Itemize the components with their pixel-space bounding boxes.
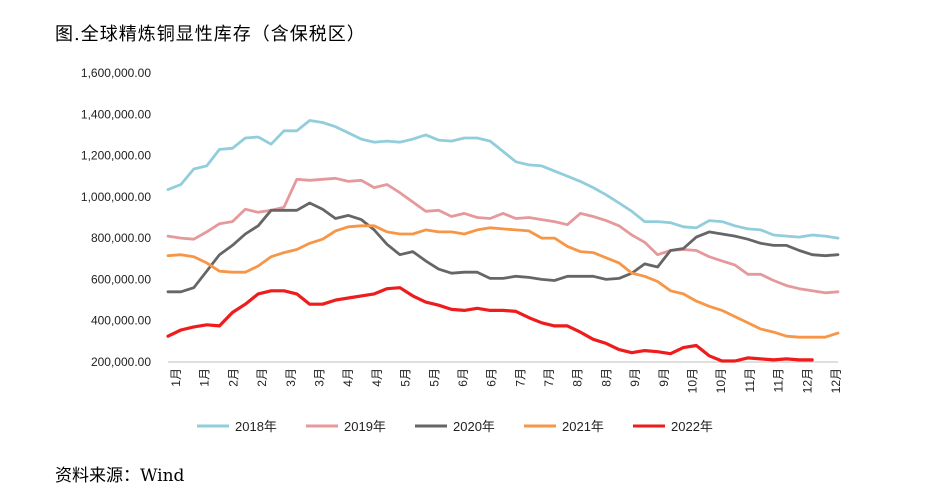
series-line-1 xyxy=(166,119,840,240)
x-tick-label: 4月 xyxy=(370,368,384,387)
y-tick-label: 1,000,000.00 xyxy=(81,190,151,204)
x-tick-label: 12月 xyxy=(829,368,843,393)
x-tick-label: 10月 xyxy=(686,368,700,393)
x-tick-label: 9月 xyxy=(628,368,642,387)
x-tick-label: 3月 xyxy=(312,368,326,387)
x-tick-label: 6月 xyxy=(485,368,499,387)
x-tick-label: 2月 xyxy=(226,368,240,387)
series-lines xyxy=(166,119,840,363)
x-tick-label: 4月 xyxy=(341,368,355,387)
series-line-3 xyxy=(166,201,840,294)
x-tick-label: 11月 xyxy=(772,368,786,392)
x-tick-label: 5月 xyxy=(399,368,413,387)
x-tick-label: 6月 xyxy=(456,368,470,387)
x-tick-label: 8月 xyxy=(599,368,613,387)
legend-label: 2021年 xyxy=(562,419,604,434)
x-tick-label: 12月 xyxy=(800,368,814,393)
x-tick-label: 11月 xyxy=(743,368,757,392)
x-tick-label: 2月 xyxy=(255,368,269,387)
legend: 2018年 2019年 2020年 2021年 2022年 xyxy=(197,419,713,434)
x-tick-label: 1月 xyxy=(198,368,212,387)
y-tick-label: 1,400,000.00 xyxy=(81,107,151,121)
x-tick-label: 10月 xyxy=(714,368,728,393)
x-tick-label: 9月 xyxy=(657,368,671,387)
x-tick-label: 3月 xyxy=(284,368,298,387)
y-tick-label: 400,000.00 xyxy=(91,314,151,328)
y-tick-label: 800,000.00 xyxy=(91,231,151,245)
chart-title: 图.全球精炼铜显性库存（含保税区） xyxy=(55,24,366,45)
source-note: 资料来源：Wind xyxy=(55,466,185,486)
y-tick-label: 200,000.00 xyxy=(91,355,151,369)
series-line-4 xyxy=(166,224,840,339)
x-tick-label: 7月 xyxy=(513,368,527,387)
y-tick-label: 1,600,000.00 xyxy=(81,66,151,80)
legend-label: 2018年 xyxy=(235,419,277,434)
x-tick-label: 1月 xyxy=(169,368,183,387)
series-line-5 xyxy=(166,286,814,363)
y-axis: 1,600,000.00 1,400,000.00 1,200,000.00 1,00… xyxy=(81,66,151,369)
y-tick-label: 1,200,000.00 xyxy=(81,149,151,163)
x-tick-label: 7月 xyxy=(542,368,556,387)
legend-label: 2020年 xyxy=(453,419,495,434)
legend-label: 2022年 xyxy=(671,419,713,434)
x-tick-label: 5月 xyxy=(427,368,441,387)
x-tick-label: 8月 xyxy=(571,368,585,387)
y-tick-label: 600,000.00 xyxy=(91,272,151,286)
legend-label: 2019年 xyxy=(344,419,386,434)
x-axis: 1月 1月 2月 2月 3月 3月 4月 4月 5月 5月 6月 6月 7月 7月 8月 8月 9月 9月 10月 1… xyxy=(168,361,843,393)
series-line-2 xyxy=(166,176,840,295)
